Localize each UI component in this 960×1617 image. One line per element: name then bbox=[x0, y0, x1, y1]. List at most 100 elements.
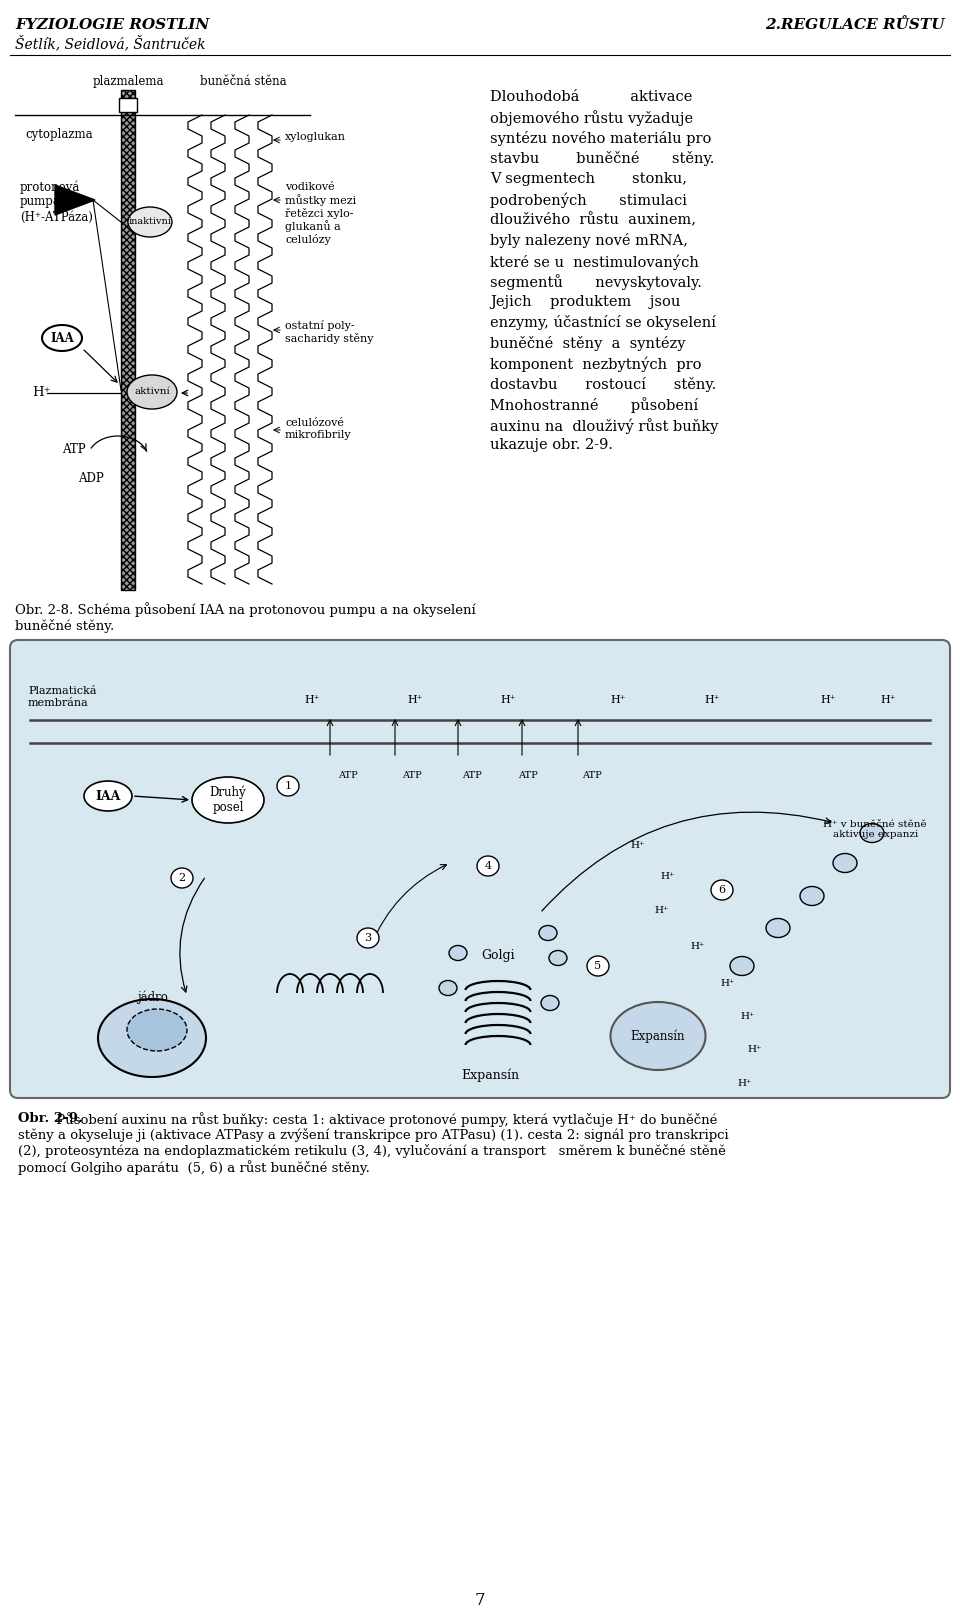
Text: podrobených       stimulaci: podrobených stimulaci bbox=[490, 192, 687, 209]
Ellipse shape bbox=[860, 823, 884, 842]
Text: FYZIOLOGIE ROSTLIN: FYZIOLOGIE ROSTLIN bbox=[15, 18, 209, 32]
Text: 2: 2 bbox=[179, 873, 185, 883]
Ellipse shape bbox=[539, 925, 557, 941]
Ellipse shape bbox=[711, 880, 733, 901]
Text: Expansín: Expansín bbox=[461, 1067, 519, 1082]
Text: buněčné  stěny  a  syntézy: buněčné stěny a syntézy bbox=[490, 336, 685, 351]
Text: pomocí Golgiho aparátu  (5, 6) a růst buněčné stěny.: pomocí Golgiho aparátu (5, 6) a růst bun… bbox=[18, 1159, 370, 1176]
Ellipse shape bbox=[587, 956, 609, 977]
Ellipse shape bbox=[611, 1003, 706, 1070]
Text: Dlouhodobá           aktivace: Dlouhodobá aktivace bbox=[490, 91, 692, 103]
Ellipse shape bbox=[477, 855, 499, 876]
Text: 3: 3 bbox=[365, 933, 372, 943]
Ellipse shape bbox=[800, 886, 824, 906]
Text: IAA: IAA bbox=[50, 331, 74, 344]
Text: celulózové
mikrofibrily: celulózové mikrofibrily bbox=[285, 419, 351, 440]
Text: H⁺: H⁺ bbox=[660, 872, 675, 881]
Text: 6: 6 bbox=[718, 884, 726, 894]
Text: ATP: ATP bbox=[62, 443, 85, 456]
Text: 1: 1 bbox=[284, 781, 292, 791]
Text: IAA: IAA bbox=[95, 789, 121, 802]
Text: Působení auxinu na růst buňky: cesta 1: aktivace protonové pumpy, která vytlačuj: Působení auxinu na růst buňky: cesta 1: … bbox=[52, 1112, 717, 1127]
Text: Obr. 2-9.: Obr. 2-9. bbox=[18, 1112, 83, 1125]
Text: H⁺: H⁺ bbox=[691, 941, 706, 951]
Text: Mnohostranné       působení: Mnohostranné působení bbox=[490, 398, 698, 414]
Text: Jejich    produktem    jsou: Jejich produktem jsou bbox=[490, 294, 681, 309]
Ellipse shape bbox=[439, 980, 457, 996]
Text: xyloglukan: xyloglukan bbox=[285, 133, 346, 142]
Text: (2), proteosyntéza na endoplazmatickém retikulu (3, 4), vylučování a transport  : (2), proteosyntéza na endoplazmatickém r… bbox=[18, 1143, 726, 1158]
Text: Šetlík, Seidlová, Šantruček: Šetlík, Seidlová, Šantruček bbox=[15, 36, 205, 52]
Ellipse shape bbox=[449, 946, 467, 960]
Text: komponent  nezbytných  pro: komponent nezbytných pro bbox=[490, 356, 702, 372]
Text: H⁺: H⁺ bbox=[631, 841, 645, 851]
Text: ATP: ATP bbox=[402, 771, 421, 781]
Text: plazmalema: plazmalema bbox=[92, 74, 164, 87]
Text: Expansín: Expansín bbox=[631, 1030, 685, 1043]
Text: buněčná stěna: buněčná stěna bbox=[200, 74, 287, 87]
Ellipse shape bbox=[171, 868, 193, 888]
Ellipse shape bbox=[833, 854, 857, 873]
FancyBboxPatch shape bbox=[10, 640, 950, 1098]
Text: ATP: ATP bbox=[462, 771, 482, 781]
Text: 5: 5 bbox=[594, 960, 602, 970]
Text: H⁺: H⁺ bbox=[304, 695, 320, 705]
Text: Plazmatická
membrána: Plazmatická membrána bbox=[28, 686, 97, 708]
Text: 2.REGULACE RŮSTU: 2.REGULACE RŮSTU bbox=[765, 18, 945, 32]
Ellipse shape bbox=[192, 778, 264, 823]
Text: segmentů       nevyskytovaly.: segmentů nevyskytovaly. bbox=[490, 275, 702, 291]
Ellipse shape bbox=[766, 918, 790, 938]
Text: H⁺: H⁺ bbox=[737, 1079, 753, 1088]
Text: objemového růstu vyžaduje: objemového růstu vyžaduje bbox=[490, 110, 693, 126]
Text: enzymy, účastnící se okyselení: enzymy, účastnící se okyselení bbox=[490, 315, 716, 330]
Text: H⁺: H⁺ bbox=[741, 1012, 756, 1020]
Text: H⁺ v buněčné stěně
aktivuje expanzi: H⁺ v buněčné stěně aktivuje expanzi bbox=[824, 820, 927, 839]
Text: H⁺: H⁺ bbox=[748, 1046, 762, 1054]
Text: jádro: jádro bbox=[136, 990, 167, 1004]
Ellipse shape bbox=[128, 207, 172, 238]
Text: Druhý
posel: Druhý posel bbox=[209, 786, 247, 815]
Ellipse shape bbox=[357, 928, 379, 948]
Text: 7: 7 bbox=[474, 1593, 486, 1609]
Text: H⁺: H⁺ bbox=[880, 695, 896, 705]
Ellipse shape bbox=[84, 781, 132, 812]
Text: H⁺: H⁺ bbox=[611, 695, 626, 705]
Text: ADP: ADP bbox=[78, 472, 104, 485]
Ellipse shape bbox=[127, 375, 177, 409]
Text: H⁺: H⁺ bbox=[820, 695, 836, 705]
Text: H⁺: H⁺ bbox=[655, 906, 669, 915]
Text: 4: 4 bbox=[485, 860, 492, 872]
Text: vodikové
můstky mezi
řetězci xylo-
glukanů a
celulózy: vodikové můstky mezi řetězci xylo- gluka… bbox=[285, 183, 356, 246]
Text: Obr. 2-8. Schéma působení IAA na protonovou pumpu a na okyselení
buněčné stěny.: Obr. 2-8. Schéma působení IAA na protono… bbox=[15, 602, 476, 634]
Ellipse shape bbox=[730, 957, 754, 975]
Text: ATP: ATP bbox=[582, 771, 602, 781]
Text: dostavbu      rostoucí      stěny.: dostavbu rostoucí stěny. bbox=[490, 377, 716, 391]
Text: H⁺: H⁺ bbox=[721, 978, 735, 988]
Bar bbox=[119, 99, 137, 112]
Ellipse shape bbox=[127, 1009, 187, 1051]
Text: stavbu        buněčné       stěny.: stavbu buněčné stěny. bbox=[490, 152, 714, 167]
Text: ostatní poly-
sacharidy stěny: ostatní poly- sacharidy stěny bbox=[285, 320, 373, 344]
Ellipse shape bbox=[549, 951, 567, 965]
Text: ATP: ATP bbox=[338, 771, 358, 781]
Text: auxinu na  dlouživý růst buňky: auxinu na dlouživý růst buňky bbox=[490, 419, 718, 433]
Text: protonová
pumpa
(H⁺-ATPáza): protonová pumpa (H⁺-ATPáza) bbox=[20, 179, 93, 223]
Ellipse shape bbox=[98, 999, 206, 1077]
Text: byly nalezeny nové mRNA,: byly nalezeny nové mRNA, bbox=[490, 233, 688, 249]
Text: syntézu nového materiálu pro: syntézu nového materiálu pro bbox=[490, 131, 711, 146]
Text: stěny a okyseluje ji (aktivace ATPasy a zvýšení transkripce pro ATPasu) (1). ces: stěny a okyseluje ji (aktivace ATPasy a … bbox=[18, 1129, 729, 1142]
Bar bbox=[121, 91, 135, 590]
Text: H⁺: H⁺ bbox=[32, 386, 51, 399]
Text: cytoplazma: cytoplazma bbox=[25, 128, 92, 141]
Text: ATP: ATP bbox=[518, 771, 538, 781]
Text: Golgi: Golgi bbox=[481, 949, 515, 962]
Text: H⁺: H⁺ bbox=[407, 695, 422, 705]
Text: inaktivní: inaktivní bbox=[129, 218, 172, 226]
Text: ukazuje obr. 2-9.: ukazuje obr. 2-9. bbox=[490, 438, 613, 453]
Text: aktivní: aktivní bbox=[134, 388, 170, 396]
Ellipse shape bbox=[42, 325, 82, 351]
Text: H⁺: H⁺ bbox=[705, 695, 720, 705]
Text: dlouživého  růstu  auxinem,: dlouživého růstu auxinem, bbox=[490, 213, 696, 228]
Polygon shape bbox=[55, 184, 95, 215]
Text: H⁺: H⁺ bbox=[500, 695, 516, 705]
